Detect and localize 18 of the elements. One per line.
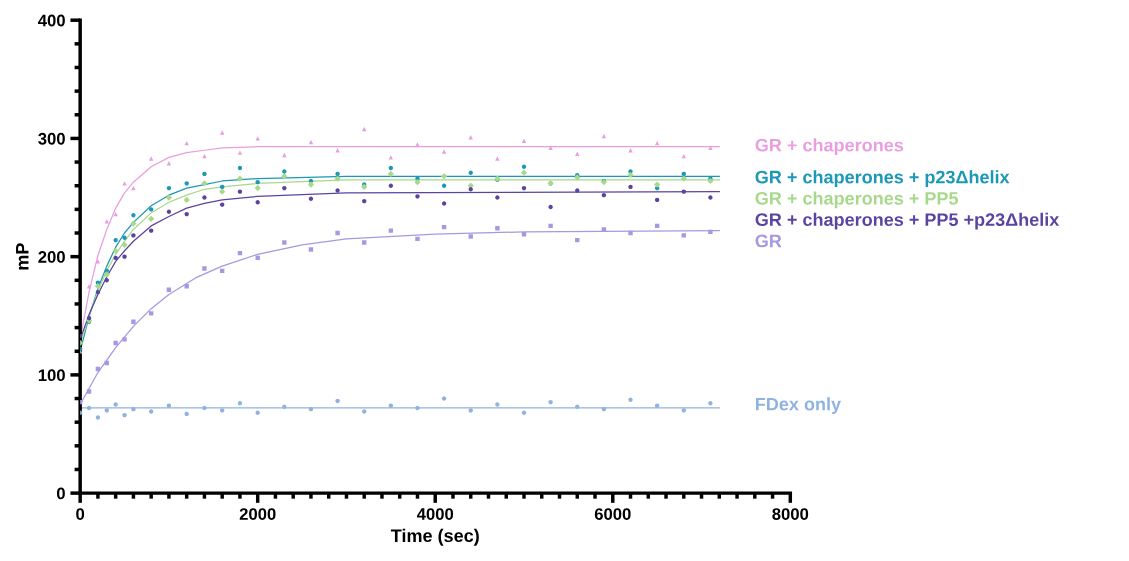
text: GR + chaperones + p23Δhelix (755, 170, 1010, 188)
y-tick-label: 0 (56, 487, 65, 500)
x-tick-label: 0 (76, 508, 85, 520)
x-axis-title: Time (sec) (390, 528, 479, 546)
x-tick-label: 4000 (416, 508, 454, 520)
x-tick-label: 8000 (772, 508, 809, 520)
text: GR + chaperones + PP5 +p23Δhelix (755, 212, 1060, 230)
x-tick-label: 2000 (239, 508, 276, 520)
y-tick-label: 300 (38, 132, 65, 145)
text: FDex only (756, 397, 841, 415)
text: GR (755, 234, 782, 248)
text: GR + chaperones (755, 138, 904, 156)
y-tick-label: 100 (38, 369, 65, 382)
y-tick-label: 400 (38, 14, 65, 27)
y-axis-title: mP (16, 243, 29, 270)
text: GR + chaperones + PP5 (755, 191, 959, 209)
y-tick-label: 200 (38, 251, 65, 263)
x-tick-label: 6000 (594, 508, 631, 520)
